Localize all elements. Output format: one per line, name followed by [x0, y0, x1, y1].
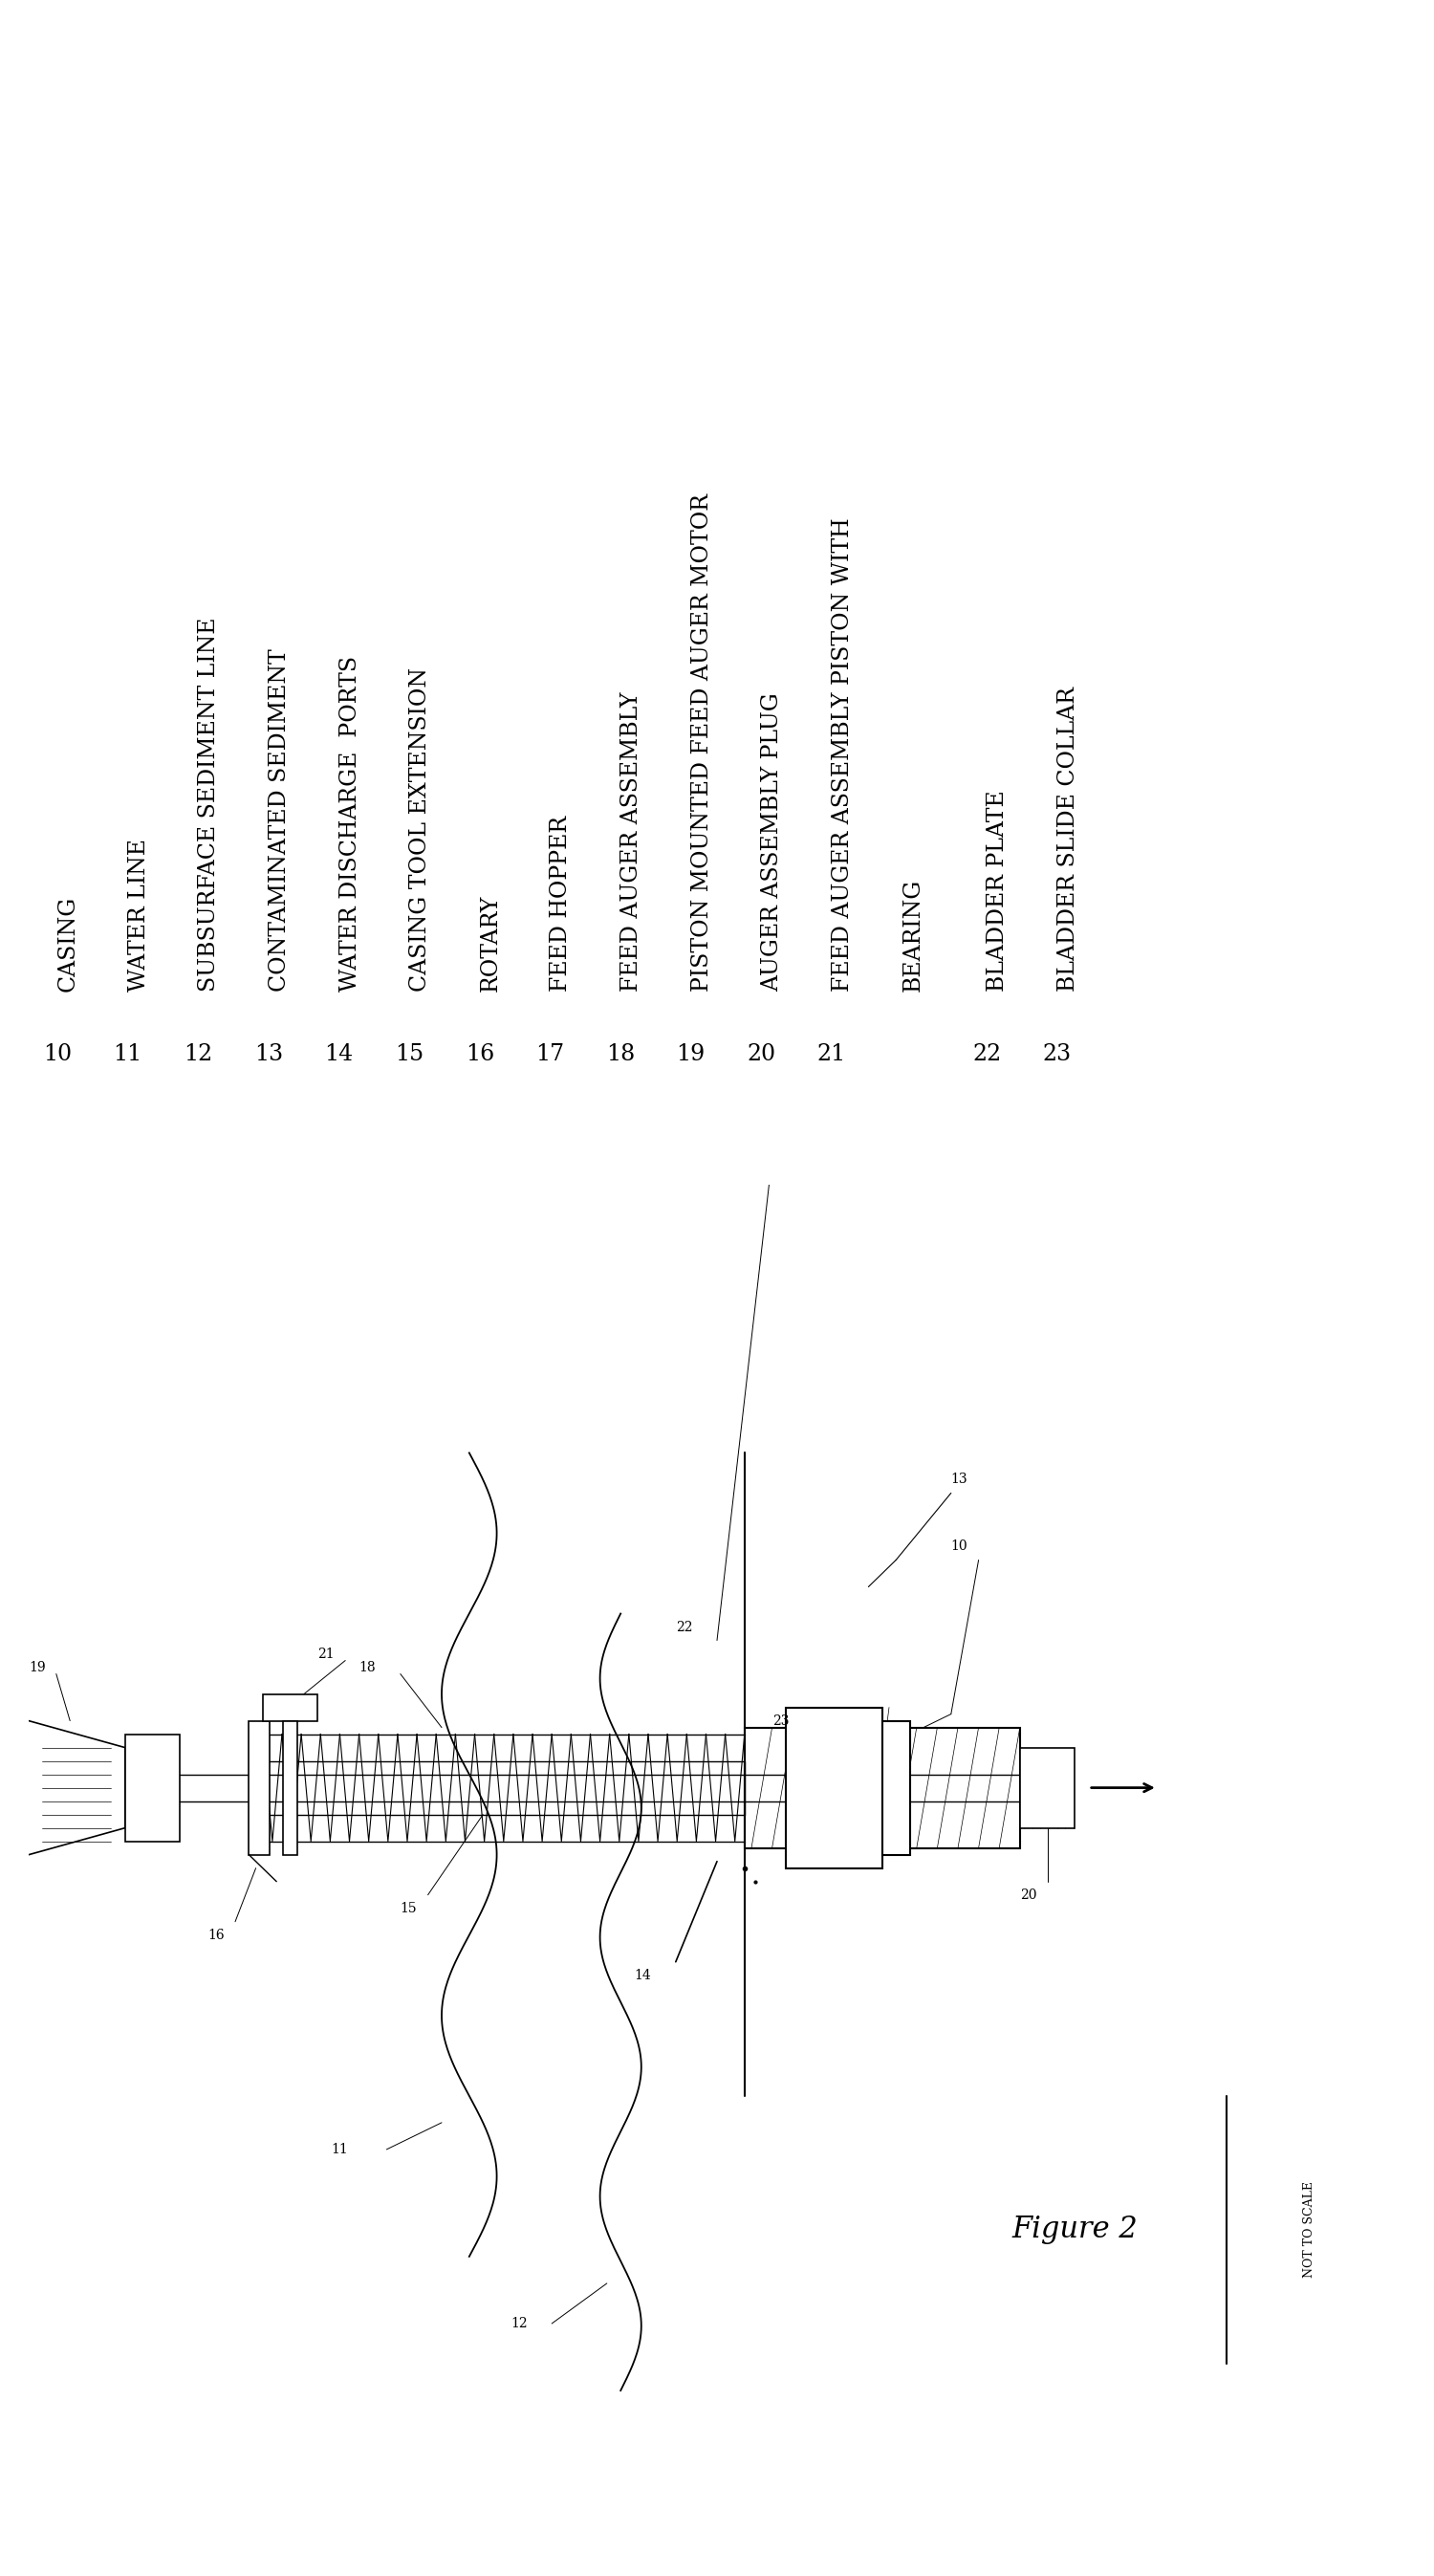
- Text: 18: 18: [358, 1662, 376, 1674]
- Bar: [262, 1762, 744, 1814]
- Text: BLADDER SLIDE COLLAR: BLADDER SLIDE COLLAR: [1057, 688, 1080, 992]
- Bar: [125, 1734, 181, 1842]
- Text: NOT TO SCALE: NOT TO SCALE: [1302, 2182, 1315, 2277]
- Text: 16: 16: [208, 1929, 225, 1942]
- Text: 23: 23: [771, 1713, 789, 1728]
- Text: 15: 15: [394, 1043, 423, 1066]
- Bar: [262, 1695, 318, 1721]
- Bar: [284, 1721, 297, 1855]
- Text: FEED AUGER ASSEMBLY: FEED AUGER ASSEMBLY: [621, 693, 642, 992]
- Text: FEED HOPPER: FEED HOPPER: [551, 817, 572, 992]
- Text: 19: 19: [677, 1043, 706, 1066]
- Text: 20: 20: [1020, 1888, 1037, 1901]
- Text: 20: 20: [747, 1043, 776, 1066]
- Bar: [1020, 1747, 1076, 1829]
- Text: Figure 2: Figure 2: [1012, 2215, 1139, 2244]
- Text: AUGER ASSEMBLY PLUG: AUGER ASSEMBLY PLUG: [761, 693, 783, 992]
- Text: WATER LINE: WATER LINE: [128, 840, 149, 992]
- Text: WATER DISCHARGE  PORTS: WATER DISCHARGE PORTS: [338, 657, 361, 992]
- Text: 14: 14: [634, 1968, 651, 1981]
- Text: 16: 16: [465, 1043, 495, 1066]
- Text: 12: 12: [184, 1043, 212, 1066]
- Text: 22: 22: [675, 1620, 693, 1633]
- Text: 21: 21: [817, 1043, 846, 1066]
- Text: 17: 17: [536, 1043, 565, 1066]
- Bar: [786, 1708, 882, 1868]
- Text: 21: 21: [318, 1646, 334, 1662]
- Text: CONTAMINATED SEDIMENT: CONTAMINATED SEDIMENT: [268, 649, 291, 992]
- Text: 11: 11: [113, 1043, 142, 1066]
- Text: 10: 10: [43, 1043, 72, 1066]
- Bar: [744, 1728, 1020, 1847]
- Text: FEED AUGER ASSEMBLY PISTON WITH: FEED AUGER ASSEMBLY PISTON WITH: [832, 518, 853, 992]
- Bar: [250, 1721, 270, 1855]
- Text: 15: 15: [400, 1901, 417, 1914]
- Text: 13: 13: [951, 1473, 968, 1486]
- Text: 19: 19: [29, 1662, 46, 1674]
- Text: 13: 13: [254, 1043, 282, 1066]
- Text: 12: 12: [511, 2316, 528, 2331]
- Text: 22: 22: [972, 1043, 1001, 1066]
- Text: CASING: CASING: [57, 896, 79, 992]
- Text: SUBSURFACE SEDIMENT LINE: SUBSURFACE SEDIMENT LINE: [198, 618, 221, 992]
- Text: PISTON MOUNTED FEED AUGER MOTOR: PISTON MOUNTED FEED AUGER MOTOR: [691, 495, 713, 992]
- Text: 18: 18: [607, 1043, 635, 1066]
- Text: 23: 23: [1043, 1043, 1071, 1066]
- Text: 11: 11: [331, 2143, 348, 2156]
- Text: 10: 10: [951, 1540, 968, 1553]
- Text: BEARING: BEARING: [902, 878, 923, 992]
- Text: 14: 14: [324, 1043, 353, 1066]
- Text: CASING TOOL EXTENSION: CASING TOOL EXTENSION: [409, 667, 432, 992]
- Text: ROTARY: ROTARY: [480, 894, 502, 992]
- Bar: [882, 1721, 909, 1855]
- Text: BLADDER PLATE: BLADDER PLATE: [987, 791, 1010, 992]
